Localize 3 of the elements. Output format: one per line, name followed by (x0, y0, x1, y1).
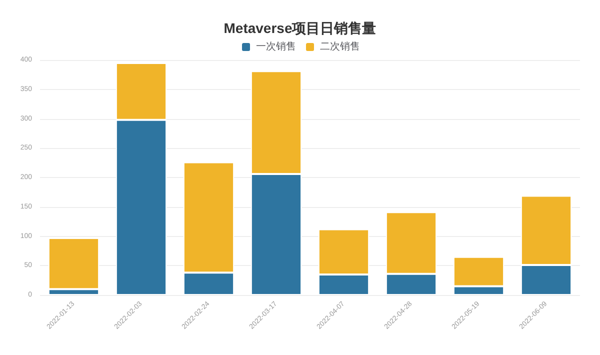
legend-label: 一次销售 (256, 40, 296, 52)
chart-title: Metaverse项目日销售量 (224, 20, 376, 36)
legend-label: 二次销售 (320, 40, 360, 52)
